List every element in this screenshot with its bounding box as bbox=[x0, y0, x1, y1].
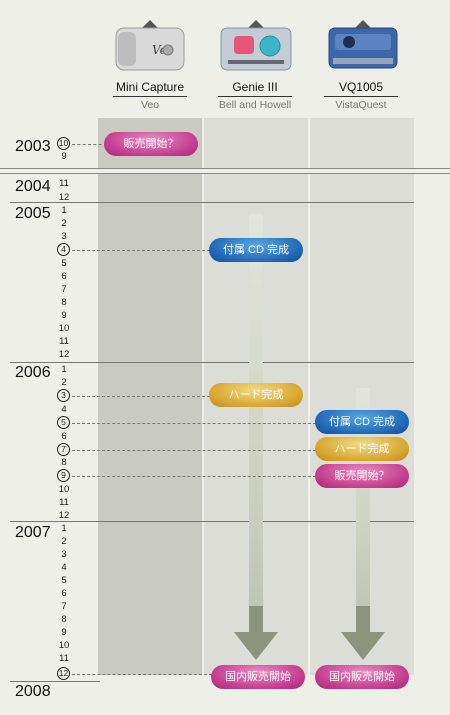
year-rule-2007 bbox=[10, 521, 414, 522]
month-label: 8 bbox=[61, 297, 67, 308]
product-name: VQ1005 bbox=[338, 80, 384, 94]
year-rule-2005 bbox=[10, 202, 414, 203]
event-leader-line bbox=[72, 423, 316, 424]
year-label: 2007 bbox=[15, 524, 51, 541]
month-label: 12 bbox=[58, 510, 70, 521]
month-label: 2 bbox=[61, 218, 67, 229]
product-vq: VQ1005 VistaQuest bbox=[309, 80, 413, 111]
genie-cd-complete-event: 付属 CD 完成 bbox=[209, 238, 303, 262]
vq-timeline-arrow-shaft-lower bbox=[356, 606, 370, 634]
product-name: Genie III bbox=[232, 80, 278, 94]
product-name: Mini Capture bbox=[115, 80, 185, 94]
month-label: 6 bbox=[61, 431, 67, 442]
genie-timeline-arrow-shaft bbox=[249, 214, 263, 606]
genie-timeline-arrow-shaft-lower bbox=[249, 606, 263, 634]
product-maker: VistaQuest bbox=[335, 99, 387, 111]
product-veo: Mini Capture Veo bbox=[98, 80, 202, 111]
month-label: 9 bbox=[61, 627, 67, 638]
month-label: 4 bbox=[61, 562, 67, 573]
month-marker: 7 bbox=[57, 443, 70, 456]
genie-domestic-sale-event: 国内販売開始 bbox=[211, 665, 305, 689]
month-label: 3 bbox=[61, 549, 67, 560]
month-marker: 5 bbox=[57, 416, 70, 429]
product-maker: Bell and Howell bbox=[218, 99, 292, 111]
month-label: 12 bbox=[58, 349, 70, 360]
month-label: 5 bbox=[61, 258, 67, 269]
timeline-break bbox=[0, 168, 450, 174]
veo-camera-image: Veo bbox=[115, 20, 185, 71]
month-label: 1 bbox=[61, 364, 67, 375]
genie-hardware-complete-event: ハード完成 bbox=[209, 383, 303, 407]
month-label: 4 bbox=[61, 404, 67, 415]
month-label: 3 bbox=[61, 231, 67, 242]
month-label: 10 bbox=[58, 323, 70, 334]
month-marker: 9 bbox=[57, 469, 70, 482]
month-marker: 4 bbox=[57, 243, 70, 256]
month-label: 6 bbox=[61, 271, 67, 282]
product-genie: Genie III Bell and Howell bbox=[203, 80, 307, 111]
month-label: 8 bbox=[61, 614, 67, 625]
month-label: 11 bbox=[59, 497, 69, 508]
month-label: 2 bbox=[61, 536, 67, 547]
month-label: 10 bbox=[58, 640, 70, 651]
genie-camera-image bbox=[220, 20, 292, 71]
year-label: 2006 bbox=[15, 364, 51, 381]
month-label: 5 bbox=[61, 575, 67, 586]
month-label: 11 bbox=[59, 178, 69, 189]
event-leader-line bbox=[72, 476, 316, 477]
vq-domestic-sale-event: 国内販売開始 bbox=[315, 665, 409, 689]
vq-camera-image bbox=[328, 20, 398, 69]
month-label: 11 bbox=[59, 336, 69, 347]
year-label: 2003 bbox=[15, 138, 51, 155]
product-maker: Veo bbox=[140, 99, 160, 111]
vq-sale-start-event: 販売開始？ bbox=[315, 464, 409, 488]
event-leader-line bbox=[72, 144, 107, 145]
month-marker: 12 bbox=[57, 667, 70, 680]
event-leader-line bbox=[72, 396, 210, 397]
event-leader-line bbox=[72, 450, 316, 451]
month-marker: 10 bbox=[57, 137, 70, 150]
month-label: 12 bbox=[58, 192, 70, 203]
event-leader-line bbox=[72, 250, 210, 251]
month-label: 9 bbox=[61, 310, 67, 321]
year-rule-2006 bbox=[10, 362, 414, 363]
year-label: 2005 bbox=[15, 205, 51, 222]
month-label: 1 bbox=[61, 205, 67, 216]
month-label: 7 bbox=[61, 284, 67, 295]
month-label: 1 bbox=[61, 523, 67, 534]
vq-cd-complete-event: 付属 CD 完成 bbox=[315, 410, 409, 434]
genie-arrow-head bbox=[234, 632, 278, 660]
year-label: 2004 bbox=[15, 178, 51, 195]
year-label: 2008 bbox=[15, 683, 51, 700]
month-label: 9 bbox=[61, 151, 67, 162]
year-rule-2008 bbox=[10, 681, 100, 682]
divider bbox=[324, 96, 398, 97]
month-label: 8 bbox=[61, 457, 67, 468]
month-label: 11 bbox=[59, 653, 69, 664]
month-marker: 3 bbox=[57, 389, 70, 402]
month-label: 2 bbox=[61, 377, 67, 388]
month-label: 10 bbox=[58, 484, 70, 495]
month-label: 6 bbox=[61, 588, 67, 599]
vq-arrow-head bbox=[341, 632, 385, 660]
vq-hardware-complete-event: ハード完成 bbox=[315, 437, 409, 461]
divider bbox=[218, 96, 292, 97]
divider bbox=[113, 96, 187, 97]
month-label: 7 bbox=[61, 601, 67, 612]
event-leader-line bbox=[72, 674, 212, 675]
veo-sale-start-event: 販売開始？ bbox=[104, 132, 198, 156]
